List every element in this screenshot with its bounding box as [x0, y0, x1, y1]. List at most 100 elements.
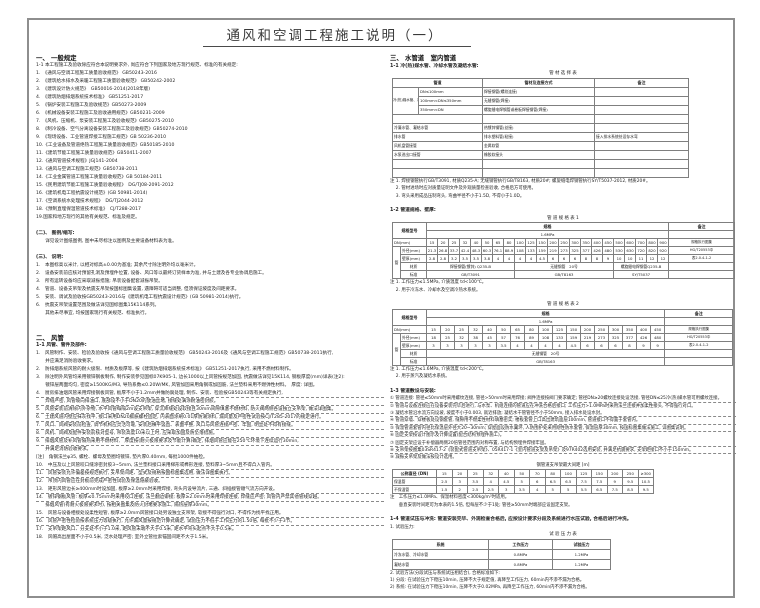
table-cell: 480: [649, 332, 666, 342]
text-line: 1-1 本工程施工及验收除应符合本说明要求外, 尚应符合下列国家及地方现行规范、…: [36, 63, 238, 68]
table-cell: 焊接钢管(螺纹连接): [482, 86, 595, 97]
text-line: 2. 试验方法(分段试压与系统试压相结合), 合格标准如下:: [390, 570, 500, 576]
text-line: 3. 所有运转设备均应采取减振措施; 吊装设备配套减振吊架。: [36, 279, 163, 284]
table-cell: 600: [624, 238, 636, 248]
text-line: 3. 弯头采用成品压制弯头, 弯曲半径不小于1.5D, 不得小于1.0D。: [390, 193, 525, 199]
table-cell: 3.5: [459, 254, 471, 264]
table-cell: 2: [451, 485, 468, 495]
table-cell: 标准: [400, 270, 427, 280]
table-cell: [482, 113, 595, 124]
text-line: 注 1. 工作压力≤1.6MPa, 介质温度 td<200℃。: [390, 366, 487, 372]
table-cell: [664, 348, 734, 358]
table-cell: [668, 262, 736, 272]
table-cell: 273: [558, 246, 570, 256]
table-cell: 螺旋缝电焊钢管或卷板焊接钢管(焊接): [482, 104, 595, 115]
table-cell: 65: [510, 324, 525, 334]
table-cell: 720: [635, 246, 647, 256]
text-line: 注 1. 工作压力≤1.5MPa, 介质温度 td<100℃。: [390, 280, 487, 286]
test-pressure-table: 系统 工作压力 试验压力 冷冻水管、冷却水管 0.8MPa 1.2MPa 凝结水管 0.8MP…: [390, 538, 736, 570]
text-line: 2. 用于冷冻水、冷却水及空调冷热水系统。: [390, 287, 481, 293]
text-line: 并满足消防验收要求。: [36, 447, 92, 452]
table-cell: 150: [536, 238, 548, 248]
pipe-spec-table-1: 规格型号 规格 备注 1.6MPa DN(mm) 15 20 25 32 40 50 65 80 100 1…: [390, 222, 736, 280]
text-line: 2. 《建筑给水排水及采暖工程施工质量验收规范》 GB50242-2002: [36, 79, 176, 84]
text-line: 2. 防排烟系统风管的耐火极限、材质及板厚等, 按《建筑防烟排烟系统技术标准》 …: [36, 367, 294, 372]
table-cell: 426: [591, 246, 603, 256]
table-cell: 规格型号: [392, 308, 427, 326]
pipe-material-notes: 注 1. 焊接钢管执行GB/T3091, 材质Q235-A; 无缝钢管执行GB/…: [390, 178, 736, 222]
table-cell: 10: [624, 254, 636, 264]
table-cell: DN(mm): [392, 324, 427, 334]
table-cell: 9.5: [637, 485, 654, 495]
table-cell: 管: [392, 246, 401, 280]
table-cell: 3: [498, 485, 515, 495]
data-table: 系统 工作压力 试验压力 冷冻水管、冷却水管 0.8MPa 1.2MPa 凝结水管 0.8MP…: [392, 538, 611, 570]
pressure-test-intro: 注 工作压力≤1.0MPa、保温材料密度<300kg/m³时适用。 垂直安装时间…: [390, 494, 736, 538]
table-cell: 70: [529, 469, 546, 479]
table-cell: 无缝钢管 20号: [425, 348, 666, 358]
table-cell: [482, 167, 595, 178]
table-cell: 6: [529, 477, 546, 487]
text-line: 1. 《通风与空调工程施工质量验收规范》 GB50243-2016: [36, 71, 157, 76]
table-cell: 159: [566, 332, 581, 342]
table-cell: 冷凝水管、凝结水管: [392, 122, 483, 133]
table-cell: 10: [613, 254, 625, 264]
text-line: 5. 《锅炉安装工程施工及验收规范》GB50273-2009: [36, 103, 147, 108]
table-cell: 12: [656, 254, 670, 264]
table-cell: 50: [481, 238, 493, 248]
table-cell: 9: [602, 254, 614, 264]
table-cell: 橡胶软接头: [482, 149, 595, 160]
table-cell: 无缝钢管 20号: [514, 262, 614, 272]
text-line: 3. 除注明外风管均采用镀锌钢板制作, 制作安装参见国标07K905-1, 边长…: [36, 375, 345, 380]
table-cell: 150: [566, 324, 581, 334]
table-cell: 接入排水系统处设存水弯: [594, 131, 689, 142]
table-cell: 工作压力: [488, 538, 553, 550]
table-cell: 400: [591, 238, 603, 248]
table-cell: 60.3: [481, 246, 493, 256]
table-cell: 80: [544, 469, 561, 479]
table-cell: 备注: [668, 222, 736, 232]
text-line: ⑦ 固定支架应设于补偿器两侧20倍管径范围内对称布置, 与结构预埋件焊接牢固。: [390, 440, 736, 447]
table-cell: 9: [649, 340, 666, 350]
data-table: 规格型号 规格 备注 1.6MPa DN(mm) 15 20 25 32 40 50 65 80 100 1…: [392, 222, 736, 280]
text-line: 5. 风管安装前清除内外杂物, 水平风管每隔2m设支吊架, 穿沉降缝处设软接且3…: [36, 406, 384, 414]
pipe-material-table: 管道管材及连接方式备注冷(热)媒水管、冷却水管DN≤100mm焊接钢管(螺纹连接…: [390, 77, 736, 178]
table-cell: [668, 230, 736, 240]
table-cell: 2.8: [437, 254, 449, 264]
table-cell: 2.5: [436, 477, 453, 487]
table-cell: [594, 122, 689, 133]
table-cell: 3.5: [513, 485, 530, 495]
table-cell: 外径(mm): [400, 246, 427, 256]
spacer: [390, 200, 736, 207]
table-cell: 250: [594, 324, 609, 334]
table-cell: 金属软管: [482, 140, 595, 151]
pipe-spec-1-notes: 注 1. 工作压力≤1.5MPa, 介质温度 td<100℃。 2. 用于冷冻水…: [390, 279, 736, 309]
table-cell: 273: [594, 332, 609, 342]
text-line: 14. 镀锌钢板风管: 板厚≤0.75mm时采用咬口连接, 法兰翻边铆接; 板厚…: [36, 494, 384, 502]
text-line: 4. 厨房排油烟风管采用焊接钢板风管, 板厚不小于1.2mm并做防腐处理, 制作…: [36, 390, 384, 398]
table-cell: 88.9: [503, 246, 515, 256]
table-cell: 76: [510, 332, 525, 342]
table-cell: 5: [560, 485, 577, 495]
subsection-heading: (三)、 说明:: [36, 255, 64, 260]
table-cell: 377: [580, 246, 592, 256]
table-cell: 3: [468, 340, 483, 350]
text-line: ⑨ 减振支吊架及做法按设计选用。: [390, 455, 457, 461]
text-line: ⑥ 固定支架按设计图示及计算设置(配合结构预埋件施工)。: [390, 433, 505, 439]
table-cell: 3: [440, 340, 455, 350]
table-cell: 25: [448, 238, 460, 248]
table-cell: 4.5: [566, 340, 581, 350]
table-cell: 2.5: [467, 485, 484, 495]
table-cell: 9: [636, 340, 651, 350]
table-cell: 133: [552, 332, 567, 342]
table-cell: 9: [606, 477, 623, 487]
table-cell: 4: [538, 340, 553, 350]
table-cell: 108: [538, 332, 553, 342]
table-cell: 管材及连接方式: [482, 77, 595, 88]
table-cell: [392, 158, 483, 169]
page-title: 通风和空调工程施工说明（一）: [226, 28, 444, 44]
table-cell: [392, 167, 483, 178]
table-cell: 备注: [594, 77, 689, 88]
text-line: 其他未尽事宜, 均按国家现行有关规范、标准执行。: [36, 311, 150, 316]
table-cell: 15: [426, 324, 441, 334]
